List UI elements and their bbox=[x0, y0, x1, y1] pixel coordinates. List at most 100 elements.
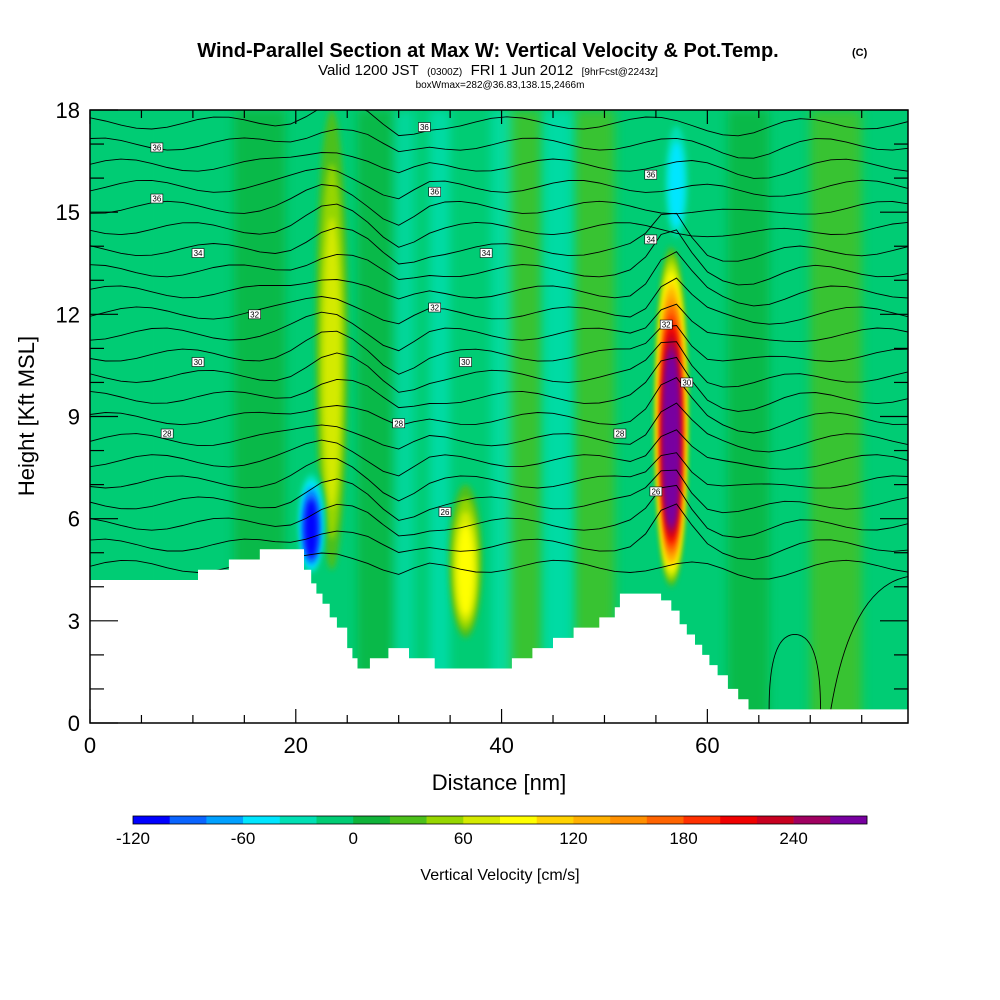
colorbar-swatch-4 bbox=[279, 816, 317, 824]
colorbar-swatch-12 bbox=[573, 816, 611, 824]
theta-label-10: 32 bbox=[659, 319, 673, 330]
field-band-10 bbox=[491, 110, 512, 723]
theta-label-text-8: 32 bbox=[250, 310, 259, 319]
theta-label-text-5: 34 bbox=[194, 249, 203, 258]
theta-contour-4 bbox=[90, 452, 908, 502]
theta-label-16: 28 bbox=[613, 428, 627, 439]
theta-label-text-4: 36 bbox=[646, 171, 655, 180]
y-tick-label-15: 15 bbox=[56, 200, 80, 225]
theta-label-text-12: 30 bbox=[461, 358, 470, 367]
plot-area: 36 36 36 36 36 34 34 34 32 32 32 30 30 30 28 28 28 26 26 bbox=[90, 110, 908, 723]
theta-contour-18 bbox=[90, 167, 908, 200]
theta-label-text-7: 34 bbox=[646, 235, 655, 244]
theta-label-text-10: 32 bbox=[662, 321, 671, 330]
x-tick-labels: 0 20 40 60 bbox=[84, 733, 720, 758]
theta-contour-10 bbox=[90, 325, 908, 375]
terrain-mask bbox=[90, 549, 908, 723]
colorbar-label-120: 120 bbox=[559, 829, 587, 848]
colorbar-title: Vertical Velocity [cm/s] bbox=[420, 867, 579, 884]
theta-contour-7 bbox=[90, 377, 908, 434]
theta-contour-17 bbox=[90, 184, 908, 226]
colorbar-swatch-1 bbox=[169, 816, 207, 824]
colorbar-swatch-5 bbox=[316, 816, 354, 824]
colorbar-label--120: -120 bbox=[116, 829, 150, 848]
theta-label-4: 36 bbox=[644, 169, 658, 180]
theta-label-17: 26 bbox=[438, 507, 452, 517]
colorbar-swatch-17 bbox=[756, 816, 794, 824]
theta-contour-15 bbox=[90, 212, 908, 265]
theta-label-1: 36 bbox=[418, 122, 431, 132]
theta-contour-12 bbox=[90, 277, 908, 325]
axis-ticks bbox=[89, 109, 908, 724]
theta-contour-11 bbox=[90, 303, 908, 352]
x-axis-label: Distance [nm] bbox=[432, 770, 567, 795]
colorbar-label-60: 60 bbox=[454, 829, 473, 848]
y-tick-label-12: 12 bbox=[56, 302, 80, 327]
plume-downdraft-east-3 bbox=[668, 141, 685, 229]
colorbar-label-180: 180 bbox=[669, 829, 697, 848]
plume-downdraft-west-6 bbox=[304, 499, 318, 559]
theta-label-text-0: 36 bbox=[152, 143, 161, 152]
theta-contour-20 bbox=[90, 128, 908, 159]
plume-updraft-west-3 bbox=[322, 217, 341, 509]
theta-label-text-9: 32 bbox=[430, 304, 439, 313]
theta-label-text-16: 28 bbox=[615, 430, 624, 439]
colorbar-swatch-16 bbox=[720, 816, 758, 824]
y-tick-label-18: 18 bbox=[56, 98, 80, 123]
colorbar bbox=[132, 815, 868, 825]
theta-label-text-6: 34 bbox=[482, 249, 491, 258]
theta-contour-21 bbox=[90, 110, 908, 137]
theta-contour-13 bbox=[90, 251, 908, 307]
theta-contour-labels: 36 36 36 36 36 34 34 34 32 32 32 30 30 30 28 28 28 26 26 bbox=[150, 122, 694, 517]
theta-contour-5 bbox=[90, 429, 908, 477]
colorbar-swatch-14 bbox=[646, 816, 684, 824]
x-tick-label-40: 40 bbox=[489, 733, 513, 758]
theta-label-text-15: 28 bbox=[394, 419, 403, 428]
colorbar-swatch-7 bbox=[389, 816, 427, 824]
theta-label-15: 28 bbox=[392, 418, 405, 428]
colorbar-swatch-11 bbox=[536, 816, 574, 824]
theta-contour-0 bbox=[90, 552, 908, 580]
theta-label-13: 30 bbox=[680, 377, 694, 387]
plume-updraft-main-14 bbox=[665, 356, 678, 524]
colorbar-swatch-6 bbox=[353, 816, 391, 824]
colorbar-swatch-8 bbox=[426, 816, 464, 824]
colorbar-swatch-9 bbox=[463, 816, 501, 824]
y-axis-label: Height [Kft MSL] bbox=[14, 336, 39, 496]
theta-label-text-18: 26 bbox=[651, 487, 660, 496]
theta-label-text-2: 36 bbox=[152, 195, 161, 204]
theta-contour-9 bbox=[90, 341, 908, 393]
colorbar-frame bbox=[132, 815, 868, 825]
theta-label-9: 32 bbox=[428, 302, 441, 313]
velocity-field bbox=[90, 110, 862, 723]
colorbar-swatch-0 bbox=[133, 816, 170, 824]
theta-contour-6 bbox=[90, 402, 908, 453]
colorbar-tick-labels: -120 -60 0 60 120 180 240 bbox=[116, 829, 808, 848]
theta-label-text-14: 28 bbox=[163, 430, 172, 439]
field-band-5 bbox=[727, 110, 770, 723]
theta-label-text-13: 30 bbox=[682, 378, 691, 387]
theta-contours bbox=[90, 110, 908, 710]
field-band-9 bbox=[429, 110, 451, 723]
theta-label-11: 30 bbox=[191, 357, 205, 367]
colorbar-swatch-3 bbox=[243, 816, 281, 824]
theta-label-text-3: 36 bbox=[430, 188, 439, 197]
theta-contour-2 bbox=[90, 484, 908, 538]
theta-label-14: 28 bbox=[160, 428, 174, 439]
x-tick-label-20: 20 bbox=[284, 733, 308, 758]
theta-label-3: 36 bbox=[428, 186, 441, 197]
copyright-mark: (C) bbox=[852, 47, 868, 59]
theta-contour-closed-2 bbox=[830, 576, 908, 710]
colorbar-label-0: 0 bbox=[348, 829, 357, 848]
x-tick-label-60: 60 bbox=[695, 733, 719, 758]
theta-contour-19 bbox=[90, 152, 908, 179]
theta-label-8: 32 bbox=[248, 309, 261, 319]
field-band-8 bbox=[393, 110, 415, 723]
y-tick-label-9: 9 bbox=[68, 405, 80, 430]
y-tick-label-3: 3 bbox=[68, 609, 80, 634]
chart-title: Wind-Parallel Section at Max W: Vertical… bbox=[197, 40, 778, 62]
theta-label-18: 26 bbox=[649, 486, 663, 496]
y-tick-labels: 0 3 6 9 12 15 18 bbox=[56, 98, 80, 736]
theta-label-7: 34 bbox=[644, 234, 658, 244]
theta-contour-8 bbox=[90, 356, 908, 412]
